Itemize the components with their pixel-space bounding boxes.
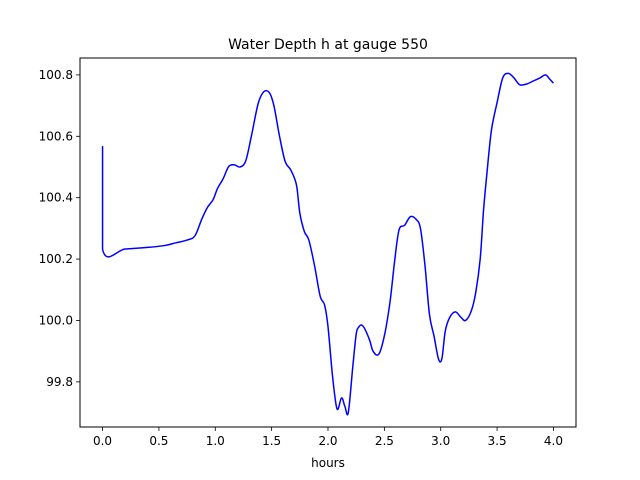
y-tick-label: 100.0	[39, 313, 73, 327]
y-tick-label: 99.8	[46, 375, 73, 389]
y-tick-label: 100.6	[39, 129, 73, 143]
x-tick-label: 3.5	[488, 434, 507, 448]
x-tick-label: 0.0	[93, 434, 112, 448]
x-tick-label: 2.5	[375, 434, 394, 448]
x-tick-label: 1.0	[206, 434, 225, 448]
x-axis-label: hours	[311, 456, 345, 470]
x-tick-label: 0.5	[149, 434, 168, 448]
x-tick-label: 1.5	[262, 434, 281, 448]
y-tick-label: 100.4	[39, 191, 73, 205]
x-axis: 0.0 0.5 1.0 1.5 2.0 2.5 3.0 3.5 4.0	[93, 427, 563, 448]
x-tick-label: 4.0	[544, 434, 563, 448]
series-line	[101, 72, 555, 416]
y-axis: 99.8 100.0 100.2 100.4 100.6 100.8	[39, 68, 80, 389]
plot-area	[79, 57, 577, 428]
x-tick-label: 3.0	[431, 434, 450, 448]
y-tick-label: 100.8	[39, 68, 73, 82]
y-tick-label: 100.2	[39, 252, 73, 266]
chart-title: Water Depth h at gauge 550	[228, 37, 428, 53]
plot-frame	[79, 57, 577, 428]
x-tick-label: 2.0	[318, 434, 337, 448]
